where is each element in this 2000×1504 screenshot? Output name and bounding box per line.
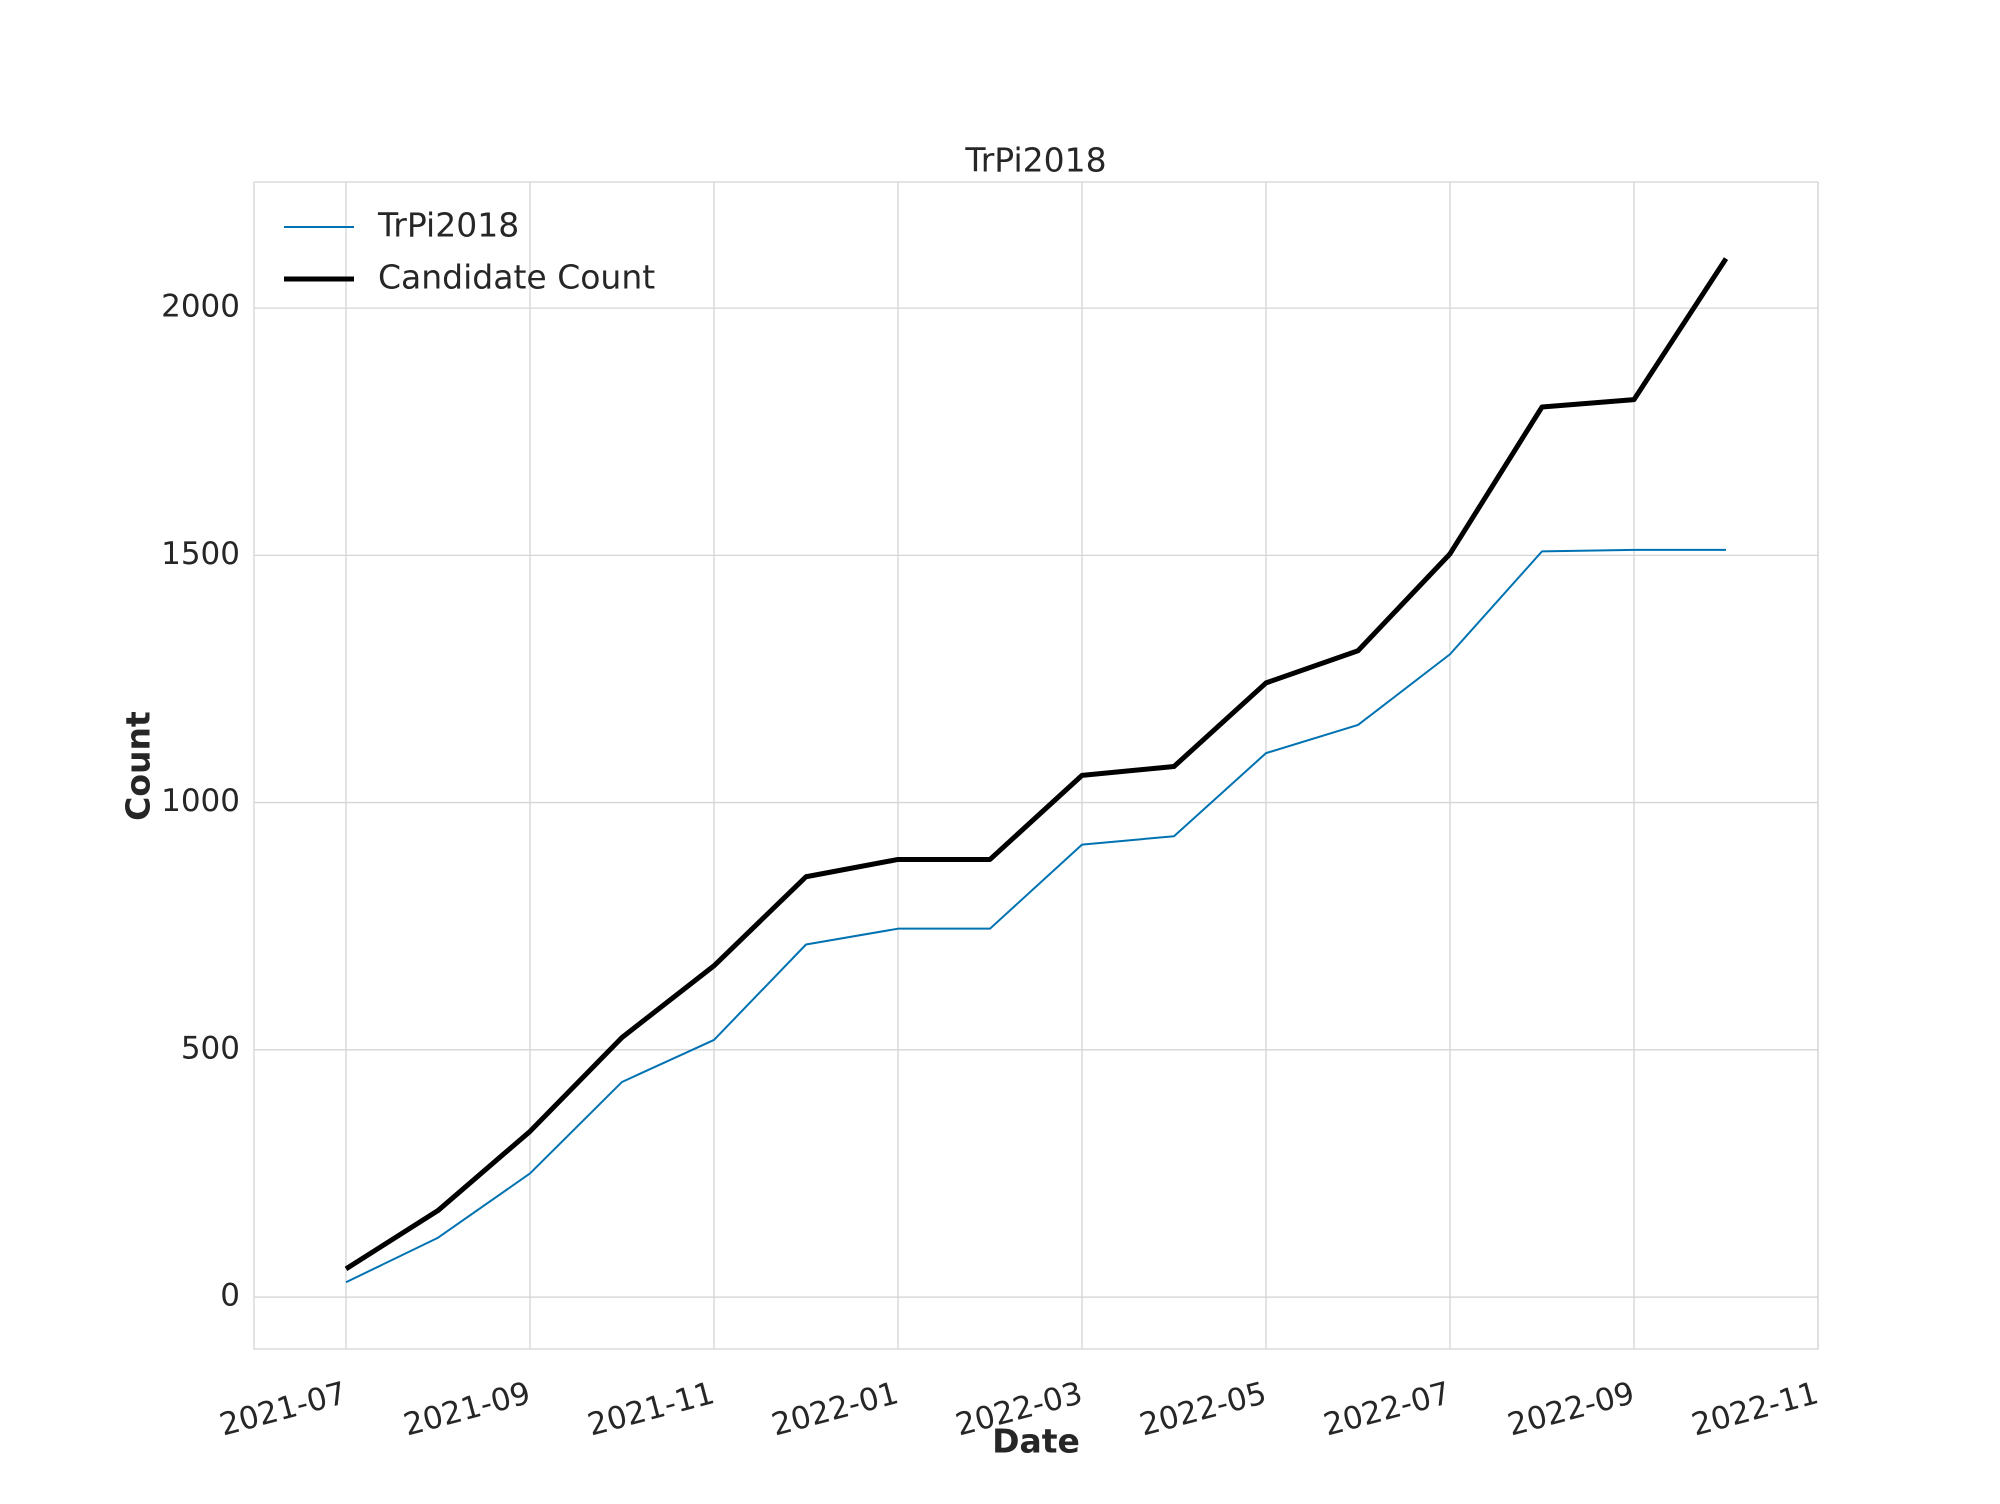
x-tick-label: 2022-05	[1136, 1375, 1270, 1443]
x-tick-label: 2022-11	[1688, 1375, 1822, 1443]
y-tick-label: 0	[220, 1278, 240, 1314]
plot-frame	[253, 181, 1819, 1350]
y-tick-label: 1500	[161, 536, 240, 572]
x-tick-label: 2021-09	[400, 1375, 534, 1443]
y-tick-label: 2000	[161, 289, 240, 325]
legend-label: Candidate Count	[378, 258, 655, 297]
line	[345, 548, 1726, 1284]
y-tick-label: 1000	[161, 783, 240, 819]
x-tick-label: 2022-07	[1320, 1375, 1454, 1443]
x-tick-label: 2022-01	[768, 1375, 902, 1443]
y-axis-label: Count	[119, 711, 158, 821]
x-tick-label: 2021-11	[584, 1375, 718, 1443]
x-tick-label: 2021-07	[216, 1375, 350, 1443]
x-tick-label: 2022-09	[1504, 1375, 1638, 1443]
chart-title: TrPi2018	[964, 141, 1106, 180]
x-axis-label: Date	[992, 1422, 1080, 1461]
legend-label: TrPi2018	[377, 206, 519, 245]
y-tick-label: 500	[181, 1030, 240, 1066]
line	[344, 257, 1729, 1272]
